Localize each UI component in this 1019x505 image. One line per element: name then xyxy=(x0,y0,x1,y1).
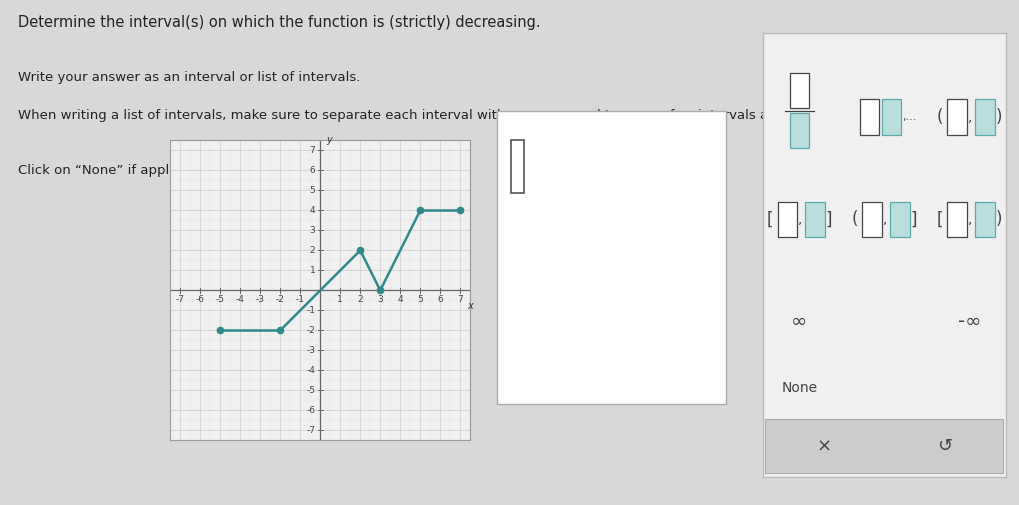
Text: ∞: ∞ xyxy=(791,312,807,331)
Text: 1: 1 xyxy=(309,266,315,275)
Text: 6: 6 xyxy=(437,295,442,305)
Text: ]: ] xyxy=(824,211,830,228)
Text: 1: 1 xyxy=(337,295,342,305)
Text: -7: -7 xyxy=(306,426,315,435)
Text: -4: -4 xyxy=(235,295,245,305)
Text: 7: 7 xyxy=(457,295,463,305)
Text: ): ) xyxy=(995,211,1001,228)
Text: ,...: ,... xyxy=(902,112,916,122)
Text: -7: -7 xyxy=(175,295,184,305)
Text: ,: , xyxy=(798,213,802,226)
Bar xyxy=(511,140,524,193)
Text: -2: -2 xyxy=(275,295,284,305)
Text: None: None xyxy=(781,381,816,395)
Text: Click on “None” if applicable.: Click on “None” if applicable. xyxy=(18,164,213,177)
FancyBboxPatch shape xyxy=(760,28,1007,482)
Text: 6: 6 xyxy=(309,166,315,175)
Bar xyxy=(805,201,824,237)
Text: (: ( xyxy=(851,211,858,228)
Text: ×: × xyxy=(815,437,830,455)
Text: -5: -5 xyxy=(306,386,315,395)
Text: Write your answer as an interval or list of intervals.: Write your answer as an interval or list… xyxy=(18,71,361,84)
Text: Determine the interval(s) on which the function is (strictly) decreasing.: Determine the interval(s) on which the f… xyxy=(18,15,540,30)
Bar xyxy=(974,99,994,135)
Text: -3: -3 xyxy=(256,295,265,305)
Text: -2: -2 xyxy=(306,326,315,335)
Bar xyxy=(776,201,796,237)
Text: -6: -6 xyxy=(306,406,315,415)
Text: 2: 2 xyxy=(310,246,315,255)
Bar xyxy=(789,113,808,148)
Text: -1: -1 xyxy=(296,295,305,305)
Text: 7: 7 xyxy=(309,146,315,155)
Text: 4: 4 xyxy=(397,295,403,305)
Text: -6: -6 xyxy=(196,295,205,305)
Text: x: x xyxy=(467,301,473,312)
Bar xyxy=(789,73,808,109)
Text: ,: , xyxy=(882,213,887,226)
Text: 2: 2 xyxy=(357,295,363,305)
Text: [: [ xyxy=(766,211,772,228)
Text: ,: , xyxy=(967,213,972,226)
Text: ↺: ↺ xyxy=(936,437,952,455)
Text: When writing a list of intervals, make sure to separate each interval with a com: When writing a list of intervals, make s… xyxy=(18,109,838,122)
Bar xyxy=(890,201,909,237)
Text: -1: -1 xyxy=(306,306,315,315)
Text: -∞: -∞ xyxy=(957,312,980,331)
Bar xyxy=(881,99,901,135)
Text: 4: 4 xyxy=(310,206,315,215)
Bar xyxy=(974,201,994,237)
Text: -3: -3 xyxy=(306,346,315,355)
Bar xyxy=(764,420,1003,473)
Text: [: [ xyxy=(936,211,943,228)
Text: ]: ] xyxy=(909,211,916,228)
Bar xyxy=(862,201,881,237)
Text: y: y xyxy=(326,135,332,145)
Bar xyxy=(859,99,878,135)
Bar xyxy=(947,99,966,135)
Text: 5: 5 xyxy=(309,186,315,195)
Text: ,: , xyxy=(967,110,972,124)
Text: (: ( xyxy=(936,108,943,126)
Bar xyxy=(947,201,966,237)
Text: -5: -5 xyxy=(216,295,224,305)
Text: ): ) xyxy=(995,108,1001,126)
Text: 3: 3 xyxy=(309,226,315,235)
Text: -4: -4 xyxy=(306,366,315,375)
Text: 5: 5 xyxy=(417,295,423,305)
Text: 3: 3 xyxy=(377,295,383,305)
